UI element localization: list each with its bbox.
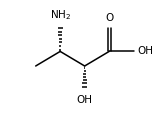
Text: NH$_2$: NH$_2$ bbox=[50, 8, 71, 22]
Text: OH: OH bbox=[137, 46, 153, 56]
Text: O: O bbox=[105, 13, 113, 23]
Text: OH: OH bbox=[77, 95, 93, 105]
